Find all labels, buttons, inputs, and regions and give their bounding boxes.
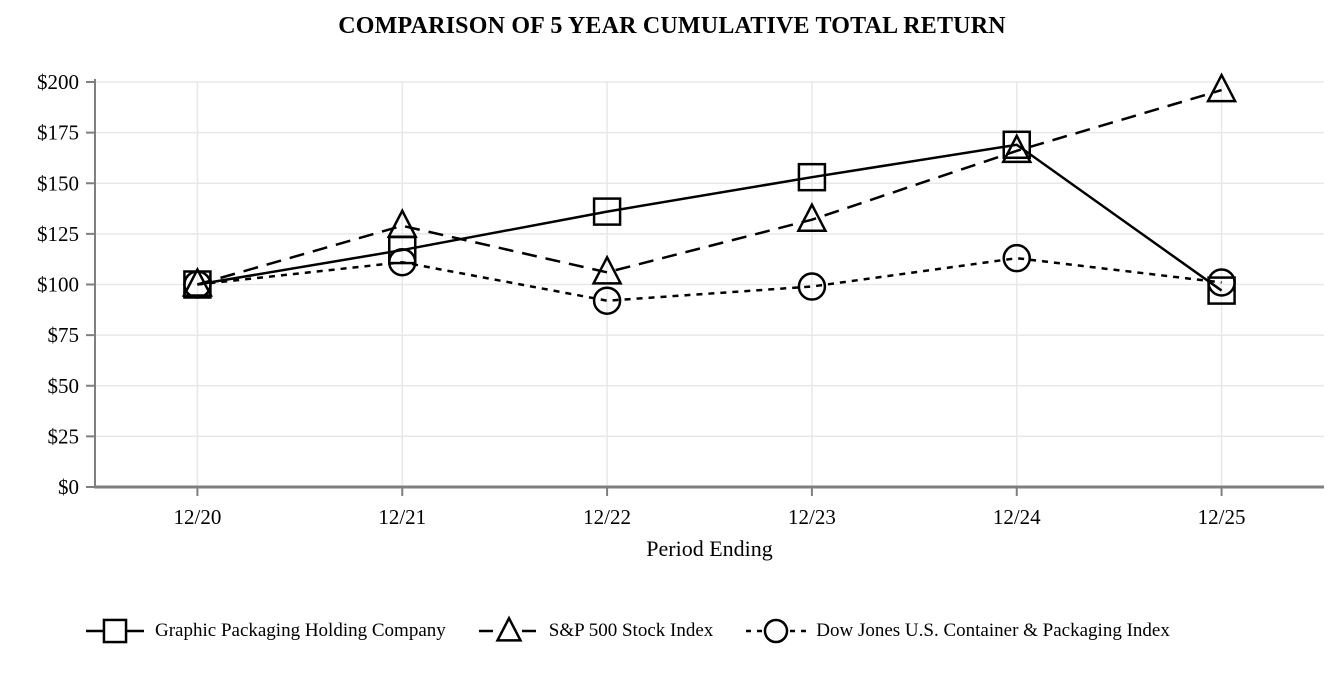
circle-marker [1002,243,1031,273]
y-tick-label: $0 [58,475,79,499]
x-axis-title: Period Ending [646,536,773,561]
square-marker [102,618,128,644]
circle-marker [183,270,212,299]
y-tick-label: $150 [37,171,79,195]
circle-marker [797,272,827,301]
square-marker [1002,130,1031,160]
series-line-1 [197,88,1222,286]
triangle-marker [386,208,418,239]
x-tick-label: 12/21 [378,505,426,529]
circle-marker [388,247,417,277]
triangle-marker [1206,72,1238,103]
legend-label: S&P 500 Stock Index [548,620,714,641]
y-tick-label: $125 [37,222,79,246]
circle-marker [592,286,622,315]
legend-label: Dow Jones U.S. Container & Packaging Ind… [816,620,1170,641]
y-tick-label: $75 [48,323,80,347]
series-line-2 [197,256,1222,302]
circle-marker [763,618,789,644]
chart-title: COMPARISON OF 5 YEAR CUMULATIVE TOTAL RE… [338,13,1006,39]
x-tick-label: 12/24 [993,505,1041,529]
square-marker [592,197,622,226]
x-tick-label: 12/25 [1198,505,1246,529]
triangle-marker [181,266,213,297]
square-marker-icon [86,618,144,644]
square-marker [797,162,827,192]
x-tick-label: 12/20 [173,505,221,529]
triangle-marker-icon [478,615,539,642]
circle-marker [1207,268,1236,297]
legend-item-graphic-packaging: Graphic Packaging Holding Company [84,615,446,647]
circle-marker-icon [746,618,807,644]
y-tick-label: $175 [37,121,79,145]
legend-label: Graphic Packaging Holding Company [155,620,446,641]
y-tick-label: $200 [37,70,79,94]
square-marker [1207,276,1236,305]
legend-item-sp500: S&P 500 Stock Index [478,615,714,647]
series-line-0 [197,143,1223,292]
triangle-marker [1001,133,1033,164]
y-tick-label: $100 [37,273,79,297]
x-tick-label: 12/23 [788,505,836,529]
legend-item-dow-jones: Dow Jones U.S. Container & Packaging Ind… [745,615,1170,647]
y-tick-label: $50 [48,374,80,398]
triangle-marker [796,201,828,232]
x-tick-label: 12/22 [583,505,631,529]
triangle-marker [591,254,623,285]
plot-area: $0 $25 $50 $75 $100 $125 $150 $175 $200 12/20 12/2… [37,70,1324,529]
y-tick-label: $25 [48,424,80,448]
triangle-marker [495,615,523,642]
legend: Graphic Packaging Holding Company S&P 50… [84,615,1170,647]
